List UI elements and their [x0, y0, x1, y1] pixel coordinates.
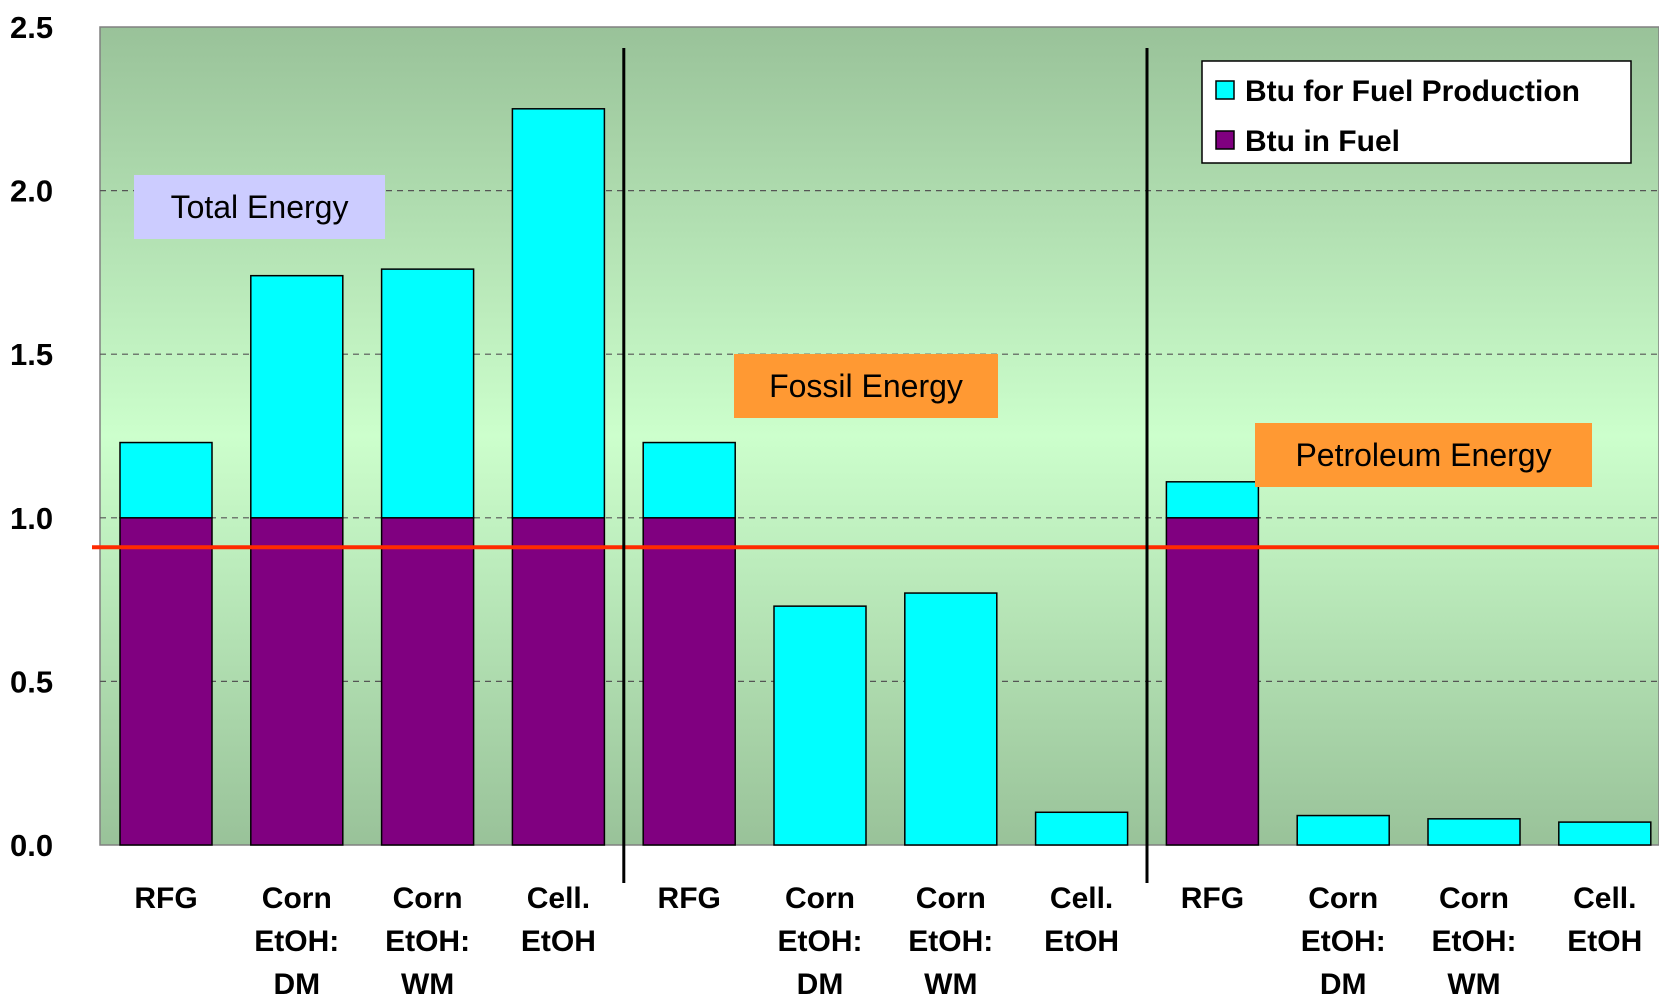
- legend: Btu for Fuel Production Btu in Fuel: [1201, 60, 1632, 164]
- category-label: RFG: [134, 882, 197, 915]
- category-label: DM: [797, 968, 844, 998]
- bar-btu-for-fuel-production: [511, 108, 606, 519]
- bar-btu-in-fuel: [119, 517, 213, 846]
- annotation-label: Fossil Energy: [769, 368, 963, 404]
- bar-btu-in-fuel: [642, 517, 736, 846]
- category-label: WM: [924, 968, 977, 998]
- annotation-label: Petroleum Energy: [1295, 437, 1551, 473]
- y-tick-label: 2.0: [10, 174, 53, 209]
- category-label: EtOH:: [778, 925, 863, 958]
- bar-btu-in-fuel: [250, 517, 344, 846]
- y-axis: 0.0 0.5 1.0 1.5 2.0 2.5: [10, 10, 53, 863]
- annotation-box: [734, 354, 998, 418]
- bar-btu-for-fuel-production: [1558, 821, 1652, 846]
- y-tick-label: 2.5: [10, 10, 53, 45]
- category-label: EtOH: [1044, 925, 1119, 958]
- category-labels: RFG Corn EtOH: DM Corn EtOH: WM Cell. EtOH RFG Cor…: [134, 882, 1642, 998]
- category-label: EtOH:: [1301, 925, 1386, 958]
- bar-btu-in-fuel: [1165, 517, 1260, 846]
- group-annotations: Total Energy Fossil Energy Petroleum Energ…: [134, 175, 1592, 487]
- legend-label: Btu in Fuel: [1245, 125, 1400, 158]
- group-dividers: [622, 48, 1149, 883]
- annotation-label: Total Energy: [171, 189, 349, 225]
- category-label: Cell.: [527, 882, 590, 915]
- category-label: Corn: [1308, 882, 1378, 915]
- bar-btu-for-fuel-production: [1165, 481, 1260, 519]
- y-tick-label: 1.5: [10, 337, 53, 372]
- category-label: Cell.: [1050, 882, 1113, 915]
- category-label: EtOH: [1567, 925, 1642, 958]
- bar-btu-for-fuel-production: [642, 441, 736, 519]
- category-label: Cell.: [1573, 882, 1636, 915]
- category-label: Corn: [393, 882, 463, 915]
- bar-btu-for-fuel-production: [119, 441, 213, 519]
- bar-btu-in-fuel: [380, 517, 475, 846]
- bar-btu-for-fuel-production: [250, 274, 344, 519]
- annotation-box: [134, 175, 385, 239]
- category-label: Corn: [1439, 882, 1509, 915]
- category-label: DM: [1320, 968, 1367, 998]
- category-label: EtOH:: [385, 925, 470, 958]
- grid-lines: [100, 190, 1659, 683]
- legend-swatch: [1215, 80, 1235, 100]
- category-label: Corn: [785, 882, 855, 915]
- category-label: WM: [1447, 968, 1500, 998]
- y-tick-label: 0.5: [10, 664, 53, 699]
- y-tick-label: 1.0: [10, 501, 53, 536]
- category-label: EtOH:: [908, 925, 993, 958]
- legend-box: [1201, 60, 1632, 164]
- annotation-box: [1255, 423, 1592, 487]
- category-label: WM: [401, 968, 454, 998]
- legend-label: Btu for Fuel Production: [1245, 75, 1580, 108]
- bar-btu-for-fuel-production: [904, 592, 998, 846]
- bar-btu-for-fuel-production: [1427, 818, 1521, 846]
- category-label: RFG: [658, 882, 721, 915]
- bar-btu-for-fuel-production: [1296, 814, 1390, 846]
- bars: [119, 108, 1652, 846]
- bar-btu-for-fuel-production: [1034, 811, 1129, 846]
- category-label: Corn: [916, 882, 986, 915]
- category-label: EtOH:: [254, 925, 339, 958]
- category-label: DM: [273, 968, 320, 998]
- category-label: RFG: [1181, 882, 1244, 915]
- category-label: EtOH:: [1432, 925, 1517, 958]
- bar-btu-for-fuel-production: [380, 268, 475, 519]
- bar-btu-for-fuel-production: [773, 605, 867, 846]
- legend-swatch: [1215, 130, 1235, 150]
- y-tick-label: 0.0: [10, 828, 53, 863]
- category-label: EtOH: [521, 925, 596, 958]
- bar-btu-in-fuel: [511, 517, 606, 846]
- category-label: Corn: [262, 882, 332, 915]
